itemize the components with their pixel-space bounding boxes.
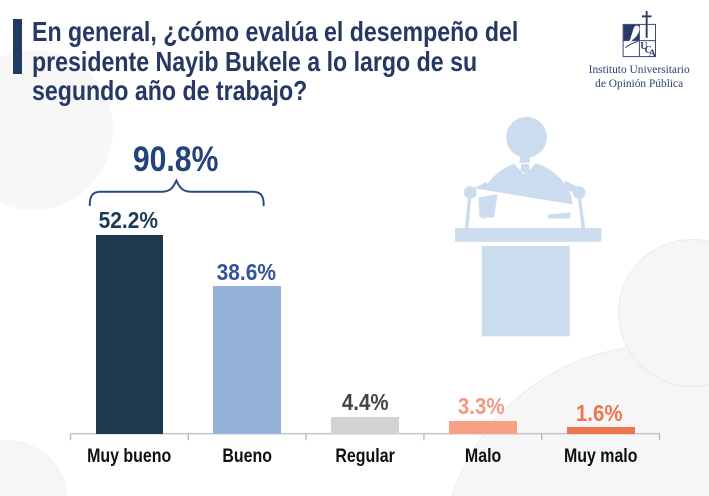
svg-text:U: U	[640, 41, 647, 52]
svg-text:A: A	[649, 49, 657, 60]
svg-text:C: C	[645, 45, 652, 56]
